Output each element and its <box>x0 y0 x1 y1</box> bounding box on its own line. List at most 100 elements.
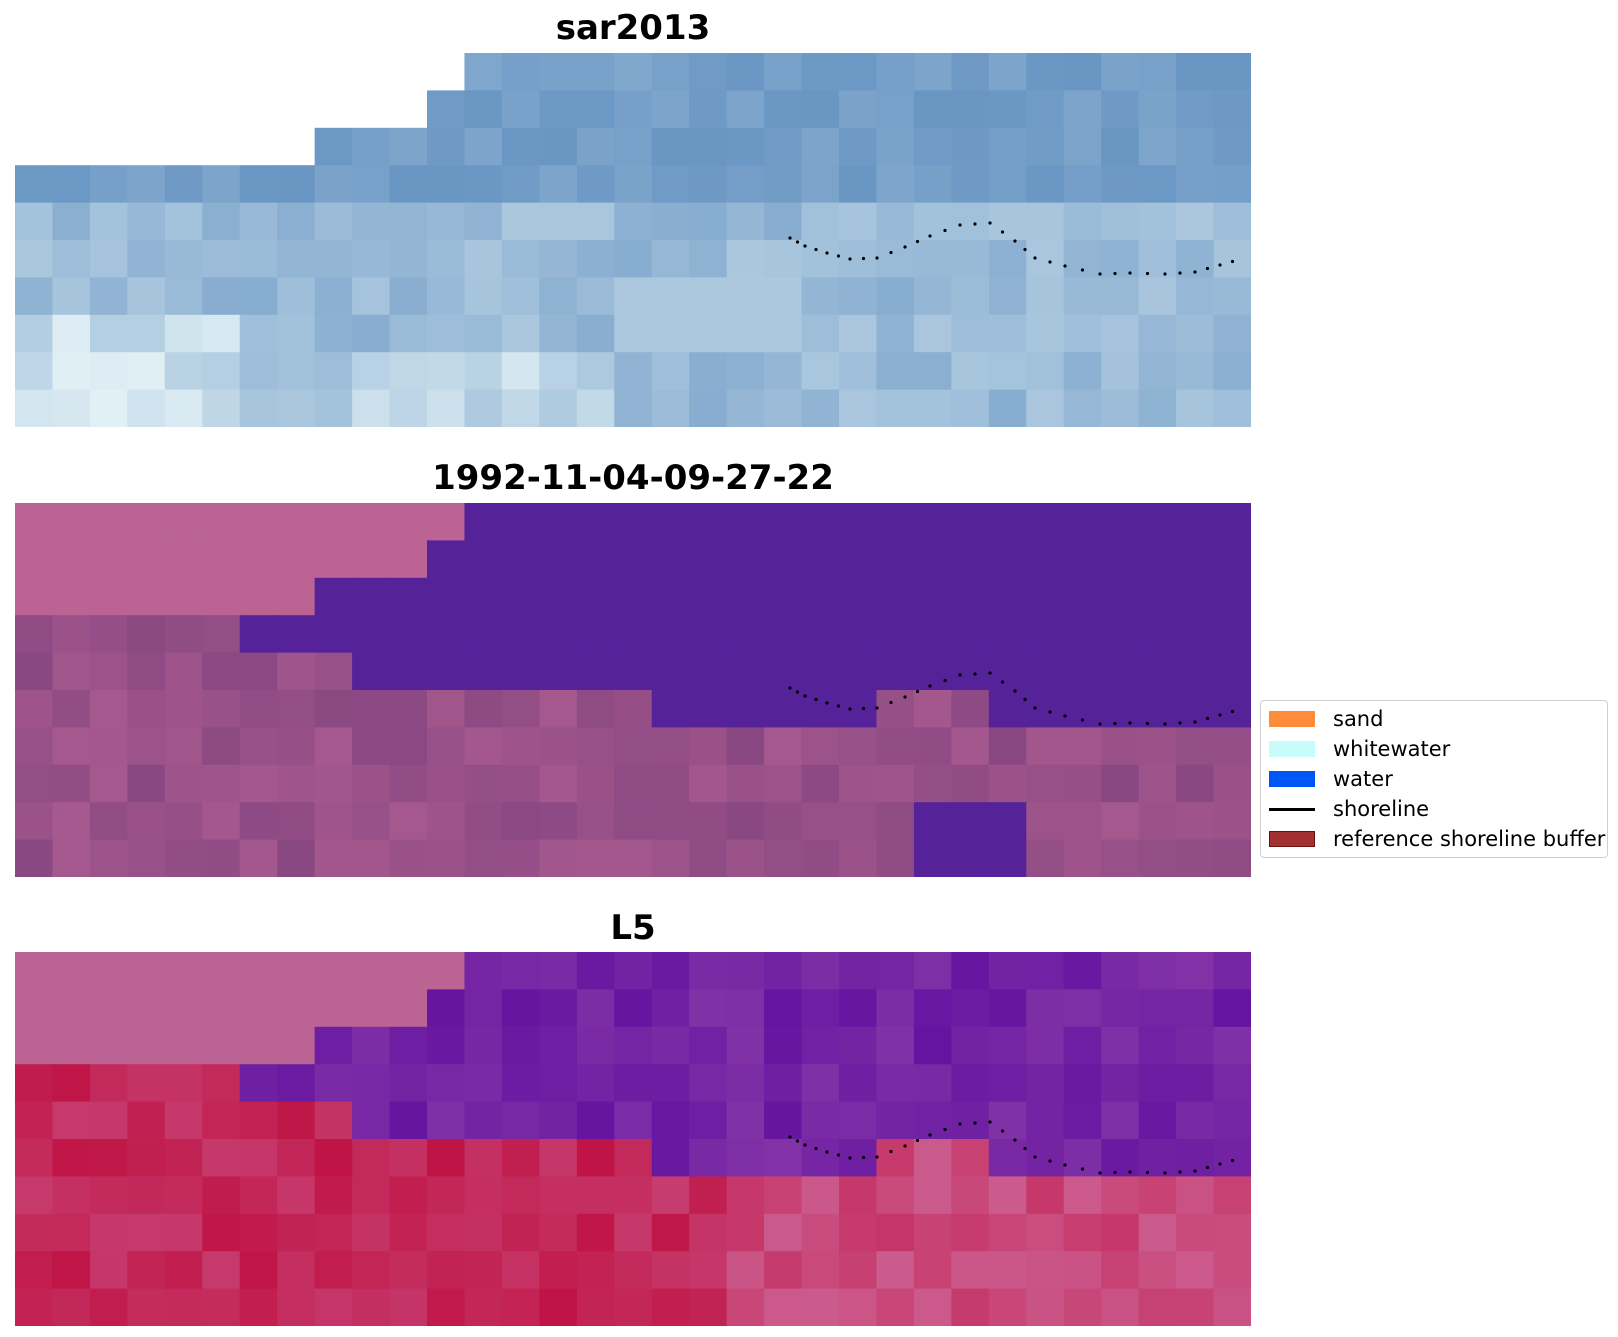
image-pixel <box>1138 690 1177 728</box>
shoreline-dot <box>803 694 807 698</box>
image-pixel <box>1101 1251 1140 1290</box>
image-pixel <box>839 202 878 241</box>
image-pixel <box>689 727 728 766</box>
image-pixel <box>1063 690 1102 728</box>
image-pixel <box>464 90 503 129</box>
legend-item-shoreline: shoreline <box>1269 796 1429 822</box>
image-pixel <box>464 652 503 691</box>
image-pixel <box>726 389 765 427</box>
image-pixel <box>913 314 952 353</box>
image-pixel <box>1138 727 1177 766</box>
image-pixel <box>576 1139 615 1177</box>
image-pixel <box>15 764 54 803</box>
image-pixel <box>501 540 540 579</box>
image-pixel <box>1063 577 1102 616</box>
image-pixel <box>464 1288 503 1326</box>
image-pixel <box>1101 127 1140 166</box>
shoreline-dot <box>861 706 866 711</box>
image-pixel <box>314 727 353 766</box>
image-pixel <box>951 1288 990 1326</box>
shoreline-dot <box>814 247 818 252</box>
image-pixel <box>464 1251 503 1290</box>
image-pixel <box>89 1251 128 1290</box>
image-pixel <box>988 652 1027 691</box>
image-pixel <box>1026 1101 1065 1140</box>
image-pixel <box>764 277 803 316</box>
image-pixel <box>277 165 316 204</box>
image-pixel <box>988 277 1027 316</box>
image-pixel <box>988 503 1027 541</box>
shoreline-dot <box>1128 271 1132 275</box>
shoreline-dot <box>1145 271 1150 276</box>
image-pixel <box>1101 839 1140 877</box>
shoreline-dot <box>875 706 879 710</box>
legend-label-whitewater: whitewater <box>1333 737 1451 761</box>
image-pixel <box>614 90 653 129</box>
image-pixel <box>239 389 278 427</box>
image-pixel <box>464 389 503 427</box>
image-pixel <box>464 690 503 728</box>
image-pixel <box>164 952 203 990</box>
image-pixel <box>501 1251 540 1290</box>
image-pixel <box>801 1026 840 1065</box>
image-pixel <box>651 165 690 204</box>
image-pixel <box>801 165 840 204</box>
image-pixel <box>614 1213 653 1252</box>
image-pixel <box>1213 802 1251 841</box>
image-pixel <box>913 1213 952 1252</box>
image-pixel <box>1026 615 1065 654</box>
image-pixel <box>277 577 316 616</box>
image-pixel <box>15 577 54 616</box>
image-pixel <box>314 690 353 728</box>
image-pixel <box>576 1064 615 1103</box>
image-pixel <box>1176 652 1215 691</box>
image-pixel <box>839 127 878 166</box>
image-pixel <box>277 690 316 728</box>
shoreline-dot <box>1193 270 1197 274</box>
image-pixel <box>352 314 391 353</box>
mndwi-image <box>15 952 1251 1326</box>
image-pixel <box>15 352 54 391</box>
image-pixel <box>427 989 466 1028</box>
image-pixel <box>501 503 540 541</box>
shoreline-dot <box>848 1156 852 1160</box>
image-pixel <box>127 802 166 841</box>
image-pixel <box>427 240 466 278</box>
image-pixel <box>1101 540 1140 579</box>
image-pixel <box>352 127 391 166</box>
image-pixel <box>89 1213 128 1252</box>
image-pixel <box>539 952 578 990</box>
shoreline-dot <box>988 221 992 225</box>
image-pixel <box>127 1064 166 1103</box>
sar-image-panel <box>15 53 1251 427</box>
image-pixel <box>764 802 803 841</box>
shoreline-dot <box>803 244 807 248</box>
image-pixel <box>164 1251 203 1290</box>
shoreline-dot <box>1230 1158 1235 1163</box>
image-pixel <box>801 277 840 316</box>
shoreline-dot <box>1218 263 1222 267</box>
image-pixel <box>1026 1139 1065 1177</box>
image-pixel <box>1063 952 1102 990</box>
image-pixel <box>427 1213 466 1252</box>
image-pixel <box>576 802 615 841</box>
shoreline-dot <box>1098 272 1102 276</box>
image-pixel <box>689 577 728 616</box>
image-pixel <box>1101 1101 1140 1140</box>
image-pixel <box>726 1026 765 1065</box>
image-pixel <box>239 1101 278 1140</box>
image-pixel <box>501 577 540 616</box>
image-pixel <box>651 53 690 91</box>
image-pixel <box>764 577 803 616</box>
image-pixel <box>464 989 503 1028</box>
image-pixel <box>988 53 1027 91</box>
image-pixel <box>164 352 203 391</box>
shoreline-dot <box>788 1135 792 1139</box>
legend-item-whitewater: whitewater <box>1269 736 1450 762</box>
image-pixel <box>651 90 690 129</box>
image-pixel <box>501 90 540 129</box>
image-pixel <box>576 240 615 278</box>
image-pixel <box>164 1139 203 1177</box>
image-pixel <box>539 503 578 541</box>
image-pixel <box>614 690 653 728</box>
